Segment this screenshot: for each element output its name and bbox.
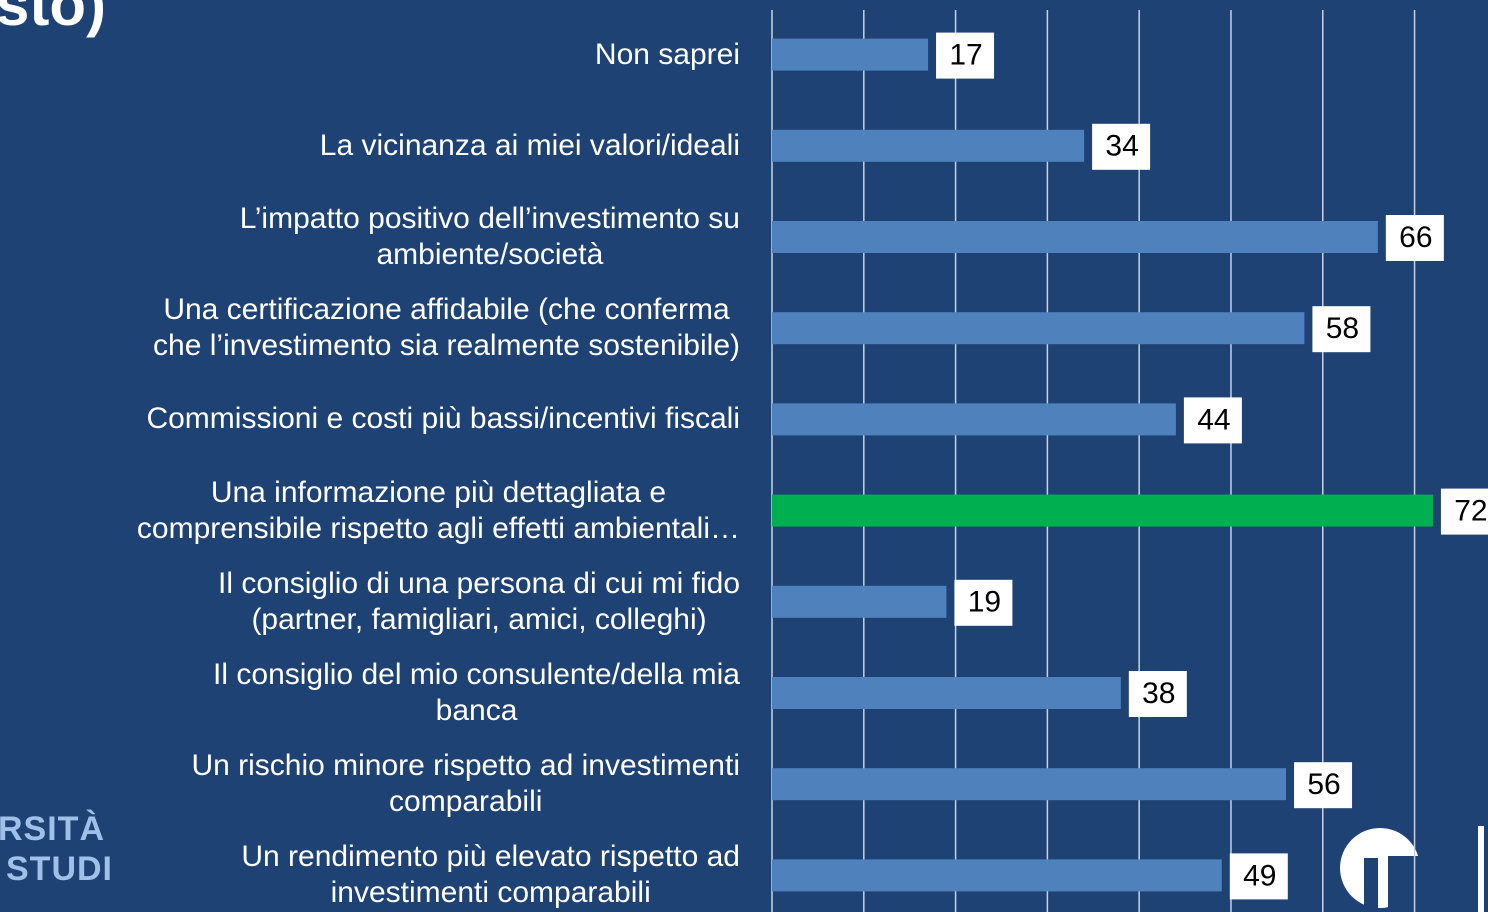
category-label: Non saprei xyxy=(594,37,740,71)
bar xyxy=(772,677,1121,709)
bar xyxy=(772,312,1305,345)
logo-mark xyxy=(1340,826,1484,912)
category-label: Una certificazione affidabile (che confe… xyxy=(153,293,740,363)
value-label-box xyxy=(954,579,1013,626)
bar xyxy=(772,859,1222,892)
value-label: 17 xyxy=(949,39,982,72)
value-label-box xyxy=(1128,671,1187,717)
value-label: 19 xyxy=(968,586,1001,619)
category-label: L’impatto positivo dell’investimento su … xyxy=(239,202,740,271)
value-label-box xyxy=(1385,215,1444,261)
bar xyxy=(772,585,947,618)
value-label: 56 xyxy=(1307,768,1340,801)
value-label-box xyxy=(1294,762,1353,809)
value-label: 72 xyxy=(1454,495,1487,528)
value-label: 66 xyxy=(1399,221,1432,254)
value-label-box xyxy=(1440,488,1488,535)
bar xyxy=(772,38,929,71)
value-label-box xyxy=(1312,306,1371,353)
value-label-box xyxy=(936,32,995,79)
value-label: 38 xyxy=(1142,677,1175,710)
bar xyxy=(772,768,1287,801)
value-label: 34 xyxy=(1105,130,1138,163)
bar xyxy=(772,403,1176,436)
bar xyxy=(772,221,1378,253)
title-fragment: sto) xyxy=(0,0,106,38)
category-label: Il consiglio del mio consulente/della mi… xyxy=(213,658,740,727)
value-label: 58 xyxy=(1326,312,1359,345)
category-label: Un rischio minore rispetto ad investimen… xyxy=(191,749,740,819)
logo-text: RSITÀ xyxy=(0,810,105,848)
value-label-box xyxy=(1229,853,1288,900)
category-label: Il consiglio di una persona di cui mi fi… xyxy=(218,566,740,636)
value-label: 44 xyxy=(1197,403,1230,436)
bar xyxy=(772,494,1433,527)
category-label: Un rendimento più elevato rispetto ad in… xyxy=(241,840,740,910)
category-label: La vicinanza ai miei valori/ideali xyxy=(319,128,740,162)
value-label-box xyxy=(1183,397,1242,444)
logo-text: STUDI xyxy=(6,850,113,888)
value-label: 49 xyxy=(1243,859,1276,892)
bar xyxy=(772,129,1085,162)
value-label-box xyxy=(1092,123,1151,170)
category-label: Commissioni e costi più bassi/incentivi … xyxy=(146,402,740,436)
category-label: Una informazione più dettagliata e compr… xyxy=(136,475,740,545)
